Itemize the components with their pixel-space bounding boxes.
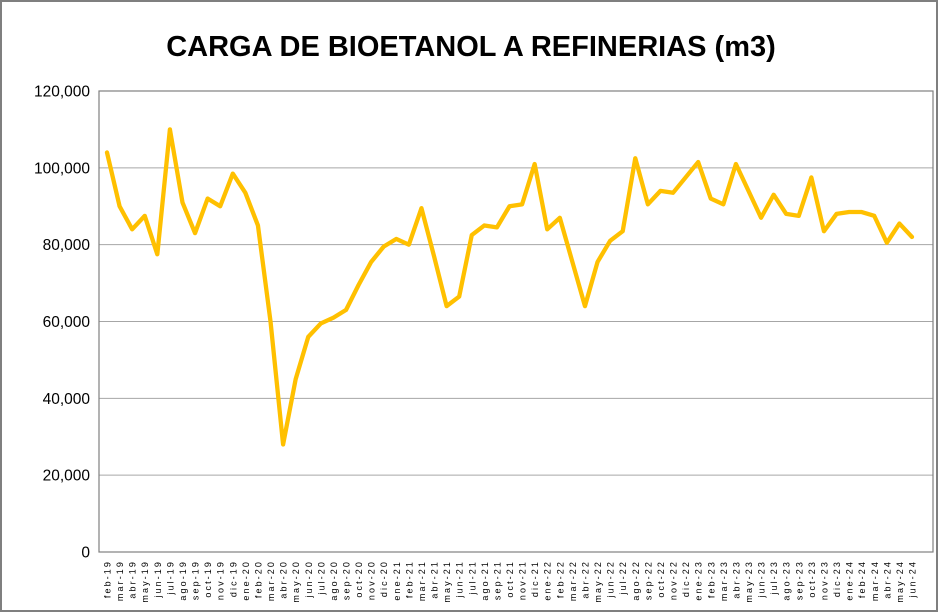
x-axis-tick-label: oct-19 <box>203 560 213 598</box>
x-axis-tick-label: mar-19 <box>115 560 125 601</box>
x-axis-tick-label: nov-22 <box>669 560 679 600</box>
x-axis-tick-label: sep-22 <box>643 560 653 600</box>
x-axis-tick-label: oct-22 <box>656 560 666 598</box>
x-axis-tick-label: dic-23 <box>832 560 842 597</box>
x-axis-tick-label: jun-19 <box>153 560 163 599</box>
x-axis-tick-label: sep-23 <box>794 560 804 600</box>
x-axis-tick-label: jul-23 <box>769 560 779 596</box>
x-axis-tick-label: ene-23 <box>694 560 704 601</box>
x-axis-tick-label: abr-19 <box>128 560 138 599</box>
x-axis-tick-label: abr-23 <box>731 560 741 599</box>
x-axis-tick-label: may-24 <box>895 560 905 603</box>
y-axis-tick-label: 0 <box>81 545 90 562</box>
x-axis-tick-label: nov-21 <box>518 560 528 600</box>
y-axis-tick-label: 60,000 <box>43 314 91 331</box>
x-axis-tick-label: abr-21 <box>430 560 440 599</box>
x-axis-tick-label: mar-21 <box>417 560 427 601</box>
x-axis-tick-label: dic-19 <box>228 560 238 597</box>
y-axis-tick-label: 100,000 <box>34 160 90 177</box>
x-axis-tick-label: oct-20 <box>354 560 364 598</box>
x-axis-tick-label: feb-23 <box>706 560 716 598</box>
x-axis-tick-label: dic-21 <box>530 560 540 597</box>
x-axis-tick-label: may-22 <box>593 560 603 603</box>
x-axis-tick-label: may-21 <box>442 560 452 603</box>
x-axis-tick-label: mar-22 <box>568 560 578 601</box>
x-axis-tick-label: feb-20 <box>253 560 263 598</box>
x-axis-tick-label: ene-24 <box>845 560 855 601</box>
y-axis-tick-label: 120,000 <box>34 84 90 101</box>
data-series-line <box>104 127 915 447</box>
x-axis-labels-group: feb-19 mar-19 abr-19 may-19 jun-19 jul-19 ago-… <box>103 560 918 603</box>
x-axis-tick-label: oct-21 <box>505 560 515 598</box>
x-axis-tick-label: ene-20 <box>241 560 251 601</box>
x-axis-tick-label: feb-24 <box>857 560 867 598</box>
x-axis-tick-label: jul-21 <box>467 560 477 596</box>
x-axis-tick-label: ago-19 <box>178 560 188 601</box>
x-axis-tick-label: feb-22 <box>555 560 565 598</box>
x-axis-tick-label: dic-20 <box>379 560 389 597</box>
x-axis-tick-label: may-19 <box>140 560 150 603</box>
x-axis-tick-label: nov-19 <box>216 560 226 600</box>
x-axis-tick-label: jun-20 <box>304 560 314 599</box>
gridlines-group <box>99 90 933 553</box>
x-axis-tick-label: nov-20 <box>367 560 377 600</box>
x-axis-tick-label: nov-23 <box>819 560 829 600</box>
x-axis-tick-label: may-20 <box>291 560 301 603</box>
x-axis-tick-label: ago-20 <box>329 560 339 601</box>
plot-area-border <box>98 90 934 553</box>
x-axis-tick-label: ene-22 <box>543 560 553 601</box>
y-axis-tick-label: 40,000 <box>43 391 91 408</box>
x-axis-tick-label: sep-19 <box>191 560 201 600</box>
x-axis-tick-label: abr-24 <box>882 560 892 599</box>
x-axis-tick-label: oct-23 <box>807 560 817 598</box>
x-axis-tick-label: jun-21 <box>455 560 465 599</box>
x-axis-tick-label: abr-20 <box>279 560 289 599</box>
x-axis-tick-label: mar-23 <box>719 560 729 601</box>
x-axis-tick-label: ago-21 <box>480 560 490 601</box>
y-axis-tick-label: 80,000 <box>43 237 91 254</box>
x-axis-tick-label: jul-22 <box>618 560 628 596</box>
x-axis-tick-label: jun-23 <box>757 560 767 599</box>
x-axis-tick-label: feb-21 <box>404 560 414 598</box>
x-axis-tick-label: mar-20 <box>266 560 276 601</box>
x-axis-tick-label: dic-22 <box>681 560 691 597</box>
x-axis-tick-label: ago-22 <box>631 560 641 601</box>
x-axis-tick-label: abr-22 <box>580 560 590 599</box>
x-axis-tick-label: may-23 <box>744 560 754 603</box>
y-axis-labels-group: 0 20,000 40,000 60,000 80,000 100,000 120,000 <box>34 84 90 562</box>
x-axis-tick-label: sep-21 <box>492 560 502 600</box>
x-axis-tick-label: ago-23 <box>782 560 792 601</box>
y-axis-tick-label: 20,000 <box>43 468 91 485</box>
x-axis-tick-label: sep-20 <box>341 560 351 600</box>
x-axis-tick-label: ene-21 <box>392 560 402 601</box>
chart-title: CARGA DE BIOETANOL A REFINERIAS (m3) <box>166 31 776 63</box>
x-axis-tick-label: jun-24 <box>908 560 918 599</box>
x-axis-tick-label: mar-24 <box>870 560 880 601</box>
x-axis-tick-label: jul-20 <box>316 560 326 596</box>
x-axis-tick-label: jun-22 <box>606 560 616 599</box>
x-axis-tick-label: jul-19 <box>165 560 175 596</box>
x-axis-tick-label: feb-19 <box>103 560 113 598</box>
